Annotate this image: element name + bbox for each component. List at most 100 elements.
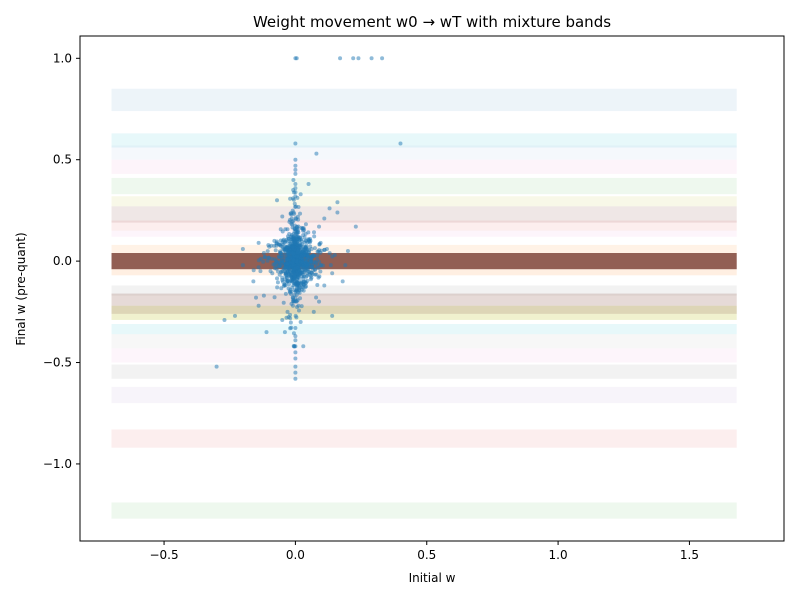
scatter-point-4 — [356, 56, 361, 61]
cluster-point-737 — [277, 259, 282, 264]
mixture-band-13 — [111, 293, 737, 306]
scatter-point-42 — [254, 295, 258, 300]
cluster-point-870 — [290, 261, 295, 266]
cluster-point-692 — [287, 219, 292, 224]
scatter-point-49 — [285, 309, 290, 314]
cluster-point-879 — [276, 264, 281, 269]
cluster-point-856 — [297, 243, 302, 248]
cluster-point-805 — [281, 284, 286, 289]
cluster-point-860 — [289, 278, 294, 283]
cluster-point-230 — [314, 295, 319, 300]
mixture-band-17 — [111, 334, 737, 349]
cluster-point-324 — [258, 269, 263, 274]
cluster-point-895 — [302, 258, 307, 263]
cluster-point-676 — [298, 192, 303, 197]
scatter-point-37 — [322, 283, 327, 288]
cluster-point-642 — [287, 232, 292, 237]
cluster-point-718 — [317, 242, 322, 247]
cluster-point-466 — [277, 272, 282, 277]
cluster-point-712 — [291, 188, 296, 193]
cluster-point-849 — [307, 240, 312, 245]
mixture-band-22 — [111, 502, 737, 519]
cluster-point-855 — [296, 281, 301, 286]
cluster-point-884 — [291, 298, 296, 303]
cluster-point-618 — [304, 274, 309, 279]
y-tick-label-1: −0.5 — [43, 356, 72, 370]
cluster-point-801 — [265, 249, 270, 254]
cluster-point-880 — [291, 231, 296, 236]
cluster-point-28 — [298, 211, 303, 216]
scatter-point-25 — [275, 198, 280, 203]
scatter-point-15 — [293, 182, 298, 187]
cluster-point-528 — [288, 320, 293, 325]
cluster-point-129 — [301, 288, 306, 293]
cluster-point-720 — [317, 260, 322, 265]
x-tick-label-2: 0.5 — [417, 548, 436, 562]
scatter-point-40 — [330, 313, 335, 318]
cluster-point-861 — [303, 238, 308, 243]
scatter-point-36 — [340, 279, 345, 284]
scatter-point-21 — [335, 210, 340, 215]
cluster-point-886 — [286, 250, 291, 255]
cluster-point-885 — [318, 269, 323, 274]
cluster-point-608 — [291, 331, 296, 336]
cluster-point-578 — [276, 254, 281, 259]
cluster-point-671 — [303, 250, 308, 255]
cluster-point-228 — [295, 195, 300, 200]
x-tick-label-0: −0.5 — [149, 548, 178, 562]
mixture-bands — [111, 88, 737, 519]
cluster-point-843 — [271, 262, 276, 267]
plot-frame — [79, 35, 785, 542]
scatter-point-7 — [398, 141, 403, 146]
mixture-band-9 — [111, 244, 737, 254]
cluster-point-52 — [291, 178, 296, 183]
x-tick-label-1: 0.0 — [286, 548, 305, 562]
cluster-point-887 — [293, 239, 298, 244]
cluster-point-858 — [284, 265, 289, 270]
x-axis-ticks: −0.5 0.0 0.5 1.0 1.5 — [149, 541, 699, 562]
y-tick-label-4: 1.0 — [53, 51, 72, 65]
cluster-point-897 — [314, 263, 319, 268]
scatter-point-34 — [343, 263, 348, 268]
scatter-point-38 — [317, 299, 322, 304]
y-axis-label: Final w (pre-quant) — [14, 232, 28, 345]
cluster-point-873 — [317, 248, 322, 253]
cluster-point-677 — [298, 296, 303, 301]
scatter-point-47 — [222, 317, 227, 322]
cluster-point-522 — [327, 251, 332, 256]
cluster-point-841 — [299, 279, 304, 284]
scatter-point-35 — [330, 271, 335, 276]
scatter-point-41 — [261, 293, 266, 298]
chart-title: Weight movement w0 → wT with mixture ban… — [253, 13, 611, 31]
scatter-point-19 — [335, 200, 340, 205]
cluster-point-704 — [296, 230, 301, 235]
mixture-band-21 — [111, 429, 737, 448]
cluster-point-563 — [315, 253, 320, 258]
cluster-point-241 — [275, 285, 280, 290]
scatter-point-52 — [264, 330, 269, 335]
cluster-point-899 — [283, 248, 288, 253]
cluster-point-527 — [269, 243, 274, 248]
cluster-point-9 — [312, 246, 317, 251]
cluster-point-297 — [269, 256, 274, 261]
cluster-point-869 — [275, 276, 280, 281]
cluster-point-756 — [266, 243, 271, 248]
cluster-point-850 — [299, 253, 304, 258]
scatter-point-23 — [322, 216, 327, 221]
mixture-band-2 — [111, 145, 737, 160]
cluster-point-865 — [283, 273, 288, 278]
scatter-point-20 — [327, 206, 332, 211]
cluster-point-138 — [283, 291, 288, 296]
cluster-point-702 — [262, 254, 267, 259]
cluster-point-854 — [318, 263, 323, 268]
cluster-point-656 — [290, 208, 295, 213]
y-tick-label-2: 0.0 — [53, 254, 72, 268]
cluster-point-874 — [304, 263, 309, 268]
cluster-point-882 — [316, 275, 321, 280]
cluster-point-825 — [301, 282, 306, 287]
scatter-point-53 — [293, 326, 298, 331]
cluster-point-697 — [280, 279, 285, 284]
mixture-band-4 — [111, 177, 737, 195]
